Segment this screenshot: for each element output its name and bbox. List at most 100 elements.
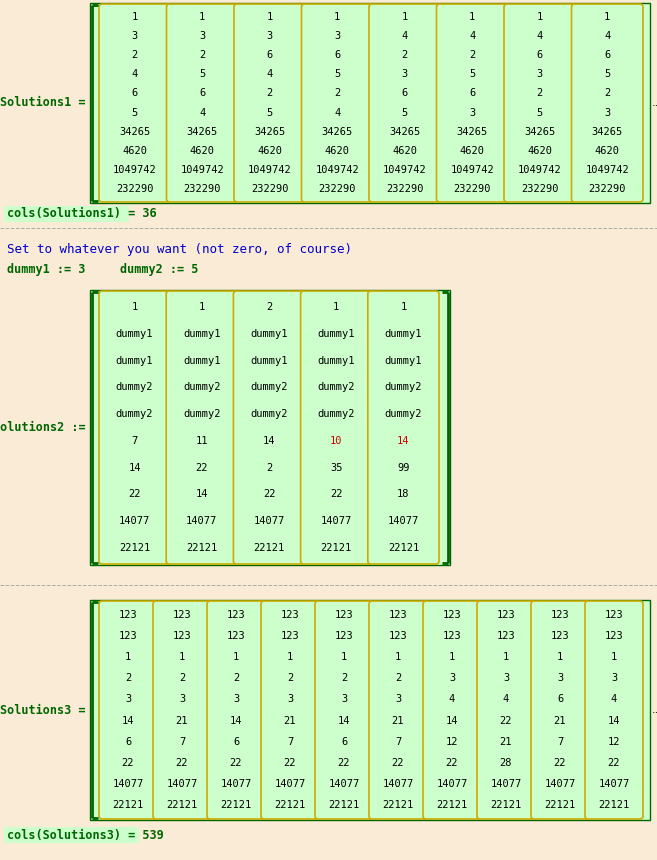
Text: 3: 3 [604,108,610,118]
Text: 6: 6 [199,89,206,98]
Text: 4620: 4620 [258,146,283,156]
Text: 4620: 4620 [460,146,485,156]
Text: 4: 4 [604,31,610,40]
Text: 6: 6 [131,89,138,98]
Text: 4: 4 [199,108,206,118]
Text: 12: 12 [445,737,458,746]
Text: 14077: 14077 [186,516,217,526]
Text: 35: 35 [330,463,342,472]
Text: solutions2 :=: solutions2 := [0,421,86,434]
Text: 4620: 4620 [595,146,620,156]
Text: 3: 3 [233,694,239,704]
Text: 5: 5 [469,69,476,79]
Text: 6: 6 [557,694,563,704]
Text: 232290: 232290 [453,184,491,194]
Text: 14077: 14077 [328,779,359,789]
Text: 2: 2 [287,673,293,683]
Text: 22121: 22121 [220,801,252,810]
Text: 22121: 22121 [254,543,284,553]
Bar [4,827,139,843]
Text: 22121: 22121 [388,543,419,553]
Text: dummy2: dummy2 [384,383,422,392]
Text: 22: 22 [330,489,342,500]
Text: 22121: 22121 [382,801,414,810]
Text: 14: 14 [263,436,275,445]
Text: 2: 2 [125,673,131,683]
Bar [90,600,650,820]
Text: 14077: 14077 [599,779,629,789]
Text: dummy1: dummy1 [384,356,422,366]
Text: 14: 14 [445,716,458,726]
Text: 14: 14 [338,716,350,726]
Text: 123: 123 [443,630,461,641]
Text: ...: ... [652,705,657,715]
Text: 34265: 34265 [457,126,488,137]
Text: 4620: 4620 [325,146,350,156]
Text: 21: 21 [176,716,189,726]
Text: 123: 123 [119,610,137,619]
Text: 5: 5 [401,108,408,118]
Text: dummy1: dummy1 [116,329,153,339]
Text: ...: ... [652,98,657,108]
Text: 1: 1 [604,11,610,22]
Text: 22: 22 [284,758,296,768]
Bar [90,3,650,203]
Text: 2: 2 [266,303,272,312]
Text: 1: 1 [334,11,340,22]
Text: 14: 14 [230,716,242,726]
Text: 1: 1 [131,303,138,312]
FancyBboxPatch shape [234,4,306,202]
Text: 6: 6 [341,737,347,746]
Text: 1: 1 [198,303,205,312]
Text: 14077: 14077 [119,516,150,526]
Text: 123: 123 [334,610,353,619]
Text: 2: 2 [334,89,340,98]
Text: 22121: 22121 [112,801,144,810]
Text: 123: 123 [604,610,623,619]
FancyBboxPatch shape [233,291,305,564]
Text: 123: 123 [334,630,353,641]
Text: 2: 2 [266,463,272,472]
FancyBboxPatch shape [207,601,265,819]
FancyBboxPatch shape [477,601,535,819]
Text: 14: 14 [122,716,134,726]
Text: 1: 1 [233,652,239,662]
Text: 123: 123 [281,630,300,641]
Text: 2: 2 [604,89,610,98]
Text: 2: 2 [131,50,138,60]
Text: 34265: 34265 [187,126,218,137]
Text: 2: 2 [401,50,408,60]
FancyBboxPatch shape [369,601,427,819]
Text: 21: 21 [284,716,296,726]
Text: 1049742: 1049742 [451,165,494,175]
Text: 1: 1 [401,11,408,22]
Text: dummy2: dummy2 [317,409,355,419]
FancyBboxPatch shape [436,4,508,202]
Text: 3: 3 [611,673,617,683]
Text: 22121: 22121 [328,801,359,810]
FancyBboxPatch shape [531,601,589,819]
Text: dummy1: dummy1 [183,356,221,366]
Text: dummy1: dummy1 [317,356,355,366]
Text: 2: 2 [233,673,239,683]
FancyBboxPatch shape [369,4,440,202]
Text: 4: 4 [469,31,476,40]
Text: 3: 3 [131,31,138,40]
Text: dummy2: dummy2 [116,383,153,392]
Text: 5: 5 [604,69,610,79]
Text: 14077: 14077 [275,779,306,789]
Text: 14: 14 [608,716,620,726]
Text: 123: 123 [119,630,137,641]
Text: 22: 22 [554,758,566,768]
Text: 22121: 22121 [186,543,217,553]
FancyBboxPatch shape [585,601,643,819]
Text: 3: 3 [334,31,340,40]
Text: 1: 1 [341,652,347,662]
Text: 22121: 22121 [545,801,576,810]
Text: cols(Solutions3) = 539: cols(Solutions3) = 539 [7,828,164,841]
Text: 123: 123 [551,610,570,619]
Text: 22: 22 [196,463,208,472]
Text: 22: 22 [263,489,275,500]
Text: 1: 1 [333,303,339,312]
FancyBboxPatch shape [301,291,372,564]
